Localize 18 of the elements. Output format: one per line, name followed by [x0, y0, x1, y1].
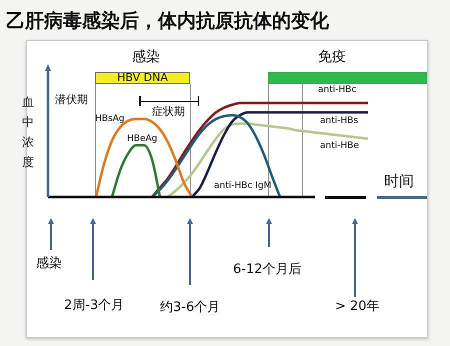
series-label: HBsAg: [95, 114, 125, 124]
series-label: anti-HBc IgM: [214, 181, 272, 191]
annotation: 症状期: [152, 104, 185, 119]
x-axis-title: 时间: [384, 172, 414, 191]
text: 感染: [36, 255, 62, 272]
chart-title: 乙肝病毒感染后，体内抗原抗体的变化: [6, 9, 329, 34]
series-label: anti-HBs: [320, 116, 358, 126]
series-label: HBeAg: [127, 134, 158, 144]
text: 约3-6个月: [160, 299, 220, 316]
series-label: anti-HBc: [318, 85, 356, 95]
series-label: anti-HBe: [320, 141, 359, 151]
text: 感染: [132, 48, 160, 66]
text: 免疫: [318, 48, 346, 66]
text: > 20年: [335, 298, 380, 315]
y-axis-title: 血中浓度: [22, 94, 35, 171]
text: 2周-3个月: [64, 297, 124, 314]
annotation: 潜伏期: [55, 92, 88, 107]
text: 6-12个月后: [233, 261, 302, 278]
